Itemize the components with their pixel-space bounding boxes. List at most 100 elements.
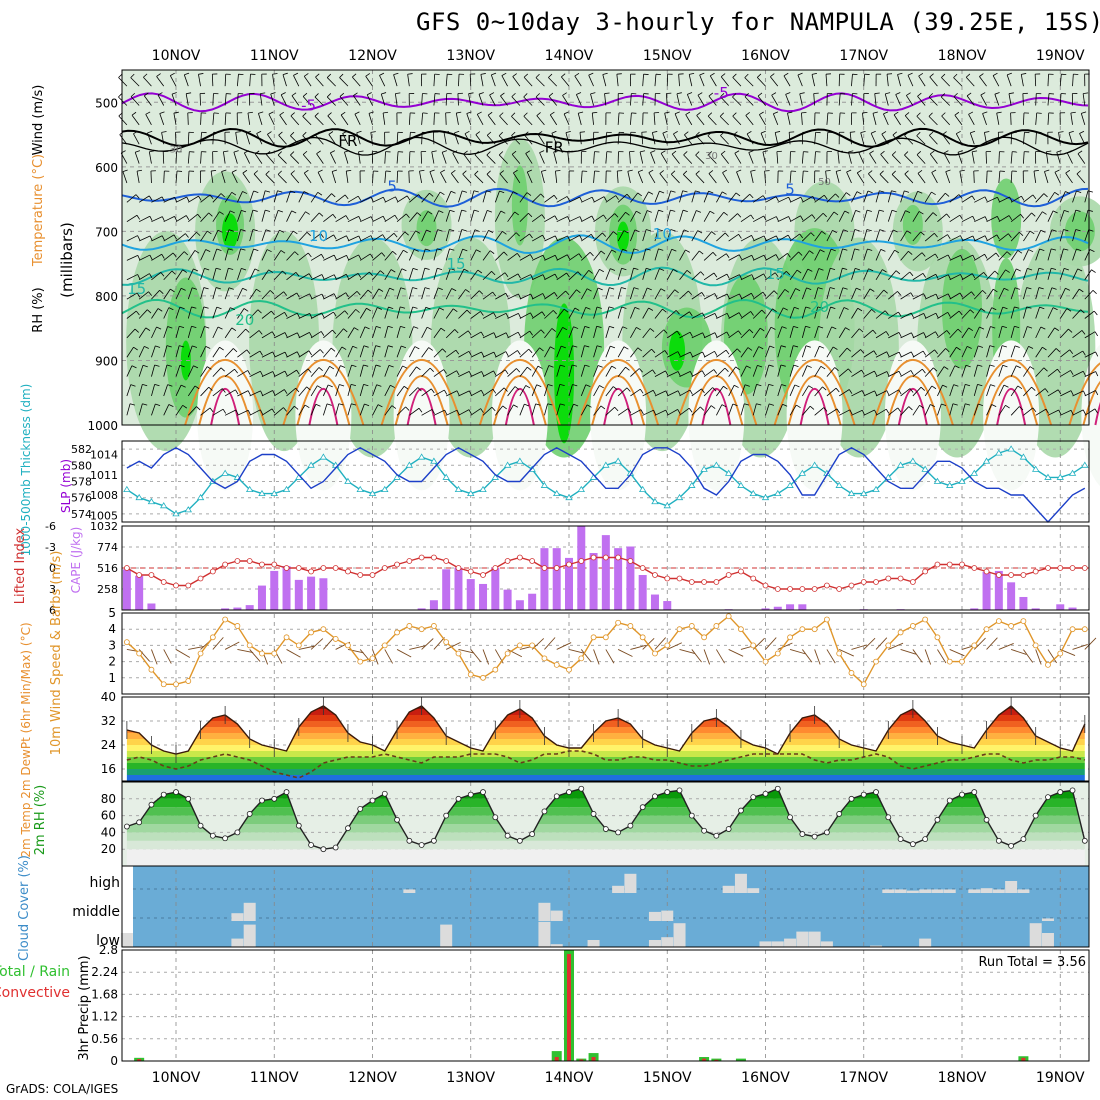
upper-wind-barb-flag: [756, 384, 762, 387]
upper-wind-barb: [888, 407, 898, 416]
upper-wind-barb: [654, 350, 666, 358]
rh2m-point: [848, 795, 855, 802]
upper-wind-barb: [863, 229, 868, 242]
upper-wind-barb-flag: [670, 229, 676, 232]
upper-wind-barb: [691, 230, 699, 242]
upper-wind-barb-flag: [389, 287, 395, 291]
upper-wind-barb-flag: [1081, 330, 1086, 335]
upper-wind-barb-flag: [794, 384, 800, 388]
upper-wind-barb: [888, 389, 899, 397]
upper-wind-barb: [733, 134, 742, 145]
upper-wind-barb-flag: [292, 230, 298, 235]
upper-wind-barb-flag: [733, 384, 739, 388]
wind10m-barb: [580, 649, 592, 663]
upper-wind-barb: [245, 132, 251, 145]
upper-wind-barb-flag: [946, 213, 951, 218]
upper-wind-barb: [686, 94, 693, 106]
upper-wind-barb-flag: [660, 150, 666, 154]
upper-wind-barb-flag: [646, 210, 652, 213]
upper-wind-barb: [863, 248, 868, 261]
bottom-x-tick-label: 14NOV: [545, 1070, 594, 1086]
upper-wind-barb: [242, 172, 251, 184]
upper-wind-barb: [345, 171, 349, 184]
upper-wind-barb-flag: [489, 250, 495, 254]
upper-wind-barb-flag: [784, 289, 790, 293]
upper-wind-barb: [544, 328, 553, 339]
upper-wind-barb: [880, 154, 889, 164]
top-x-tick-label: 12NOV: [348, 48, 397, 64]
upper-wind-barb: [912, 405, 920, 416]
upper-wind-barb-flag: [523, 73, 529, 78]
slp-tick-label: 1014: [90, 449, 118, 462]
upper-wind-barb: [138, 346, 145, 358]
upper-wind-barb-flag: [1002, 306, 1008, 310]
upper-wind-barb: [523, 76, 533, 87]
thickness-point: [982, 457, 991, 464]
cloud-block: [661, 910, 674, 921]
upper-wind-barb: [347, 384, 352, 397]
upper-wind-barb: [580, 326, 586, 338]
upper-wind-barb: [912, 332, 924, 339]
upper-wind-barb-flag: [910, 292, 914, 298]
upper-wind-barb: [777, 364, 782, 377]
upper-wind-barb-flag: [597, 365, 603, 368]
upper-wind-barb-flag: [1021, 195, 1025, 201]
upper-wind-barb-flag: [660, 288, 666, 292]
ylabel-rh2m: 2m RH (%): [33, 785, 48, 856]
upper-wind-barb-flag: [848, 150, 854, 153]
upper-wind-barb-flag: [574, 307, 580, 311]
upper-wind-barb-flag: [1070, 390, 1074, 396]
upper-wind-barb-flag: [1019, 231, 1024, 236]
upper-wind-barb: [274, 311, 285, 319]
upper-wind-barb: [912, 252, 923, 261]
lifted-index-point: [209, 568, 216, 575]
upper-wind-barb-flag: [228, 267, 234, 270]
upper-wind-barb: [574, 75, 582, 87]
ylabel-cloud: Cloud Cover (%): [17, 855, 32, 961]
upper-wind-barb-flag: [147, 130, 153, 134]
upper-wind-barb: [732, 77, 742, 87]
upper-wind-barb: [630, 287, 635, 300]
upper-wind-barb-flag: [466, 111, 472, 114]
upper-wind-barb-flag: [388, 306, 394, 309]
lifted-index-point: [811, 586, 818, 592]
upper-wind-barb: [175, 151, 177, 164]
upper-wind-barb-flag: [247, 370, 251, 375]
upper-wind-barb-flag: [402, 365, 408, 369]
upper-wind-barb: [707, 115, 717, 126]
rh2m-point: [271, 795, 278, 802]
upper-wind-barb: [445, 268, 451, 280]
upper-wind-barb: [851, 268, 856, 280]
upper-wind-barb: [973, 384, 978, 397]
upper-wind-barb-flag: [1068, 130, 1074, 134]
upper-wind-barb: [998, 251, 1008, 261]
bottom-x-tick-label: 10NOV: [152, 1070, 201, 1086]
upper-wind-barb: [895, 94, 901, 106]
upper-wind-barb-flag: [498, 131, 503, 137]
upper-wind-barb-flag: [1014, 306, 1020, 309]
upper-wind-barb: [1072, 248, 1077, 261]
upper-wind-barb-flag: [344, 194, 349, 200]
upper-wind-barb-flag: [270, 92, 276, 95]
upper-wind-barb-flag: [381, 92, 387, 95]
upper-wind-barb: [519, 233, 530, 242]
upper-wind-barb-flag: [1027, 326, 1033, 329]
cloud-block: [820, 941, 833, 947]
upper-wind-barb-flag: [992, 72, 998, 76]
precip-total-bar: [588, 1053, 599, 1061]
upper-wind-barb-flag: [306, 231, 311, 236]
upper-wind-barb: [519, 404, 525, 416]
upper-wind-barb-flag: [318, 367, 323, 372]
upper-wind-barb-flag: [854, 248, 860, 251]
upper-wind-barb: [1084, 269, 1092, 280]
upper-wind-barb-flag: [339, 384, 345, 387]
upper-wind-barb: [495, 369, 506, 377]
upper-wind-barb-flag: [697, 230, 703, 234]
wind10m-barb: [826, 649, 836, 664]
upper-wind-barb-flag: [943, 366, 949, 370]
rh2m-point: [1057, 789, 1064, 795]
upper-wind-barb: [752, 346, 760, 358]
upper-wind-barb-flag: [603, 214, 607, 220]
upper-wind-barb-flag: [208, 386, 213, 391]
upper-wind-barb-flag: [488, 230, 494, 234]
